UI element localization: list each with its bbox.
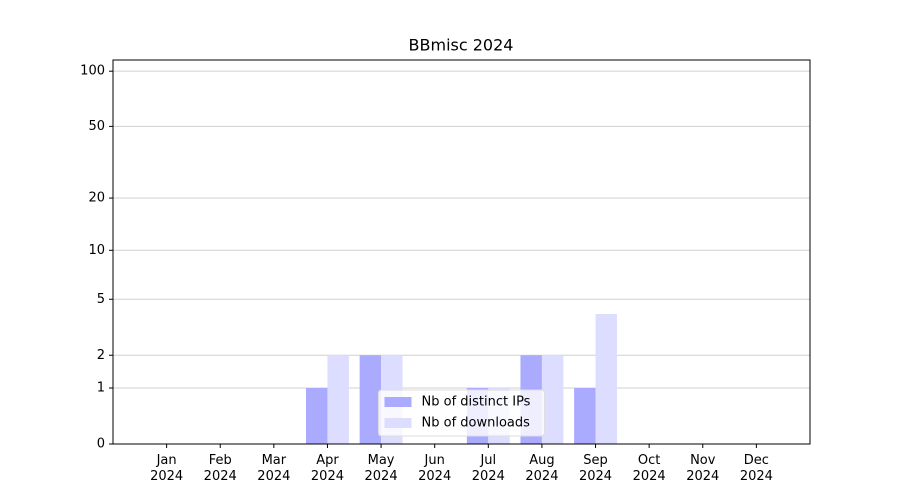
bar (327, 355, 349, 444)
x-tick-label: Jan 2024 (150, 453, 184, 484)
y-tick-label: 50 (88, 119, 105, 134)
x-tick-label: Aug 2024 (525, 453, 559, 484)
bar (359, 355, 382, 444)
y-tick-label: 2 (97, 348, 105, 363)
x-tick-label: May 2024 (364, 453, 398, 484)
x-tick-label: Jul 2024 (471, 453, 505, 484)
x-tick-label: Feb 2024 (203, 453, 237, 484)
legend-label: Nb of downloads (422, 416, 531, 431)
bar (306, 388, 328, 444)
bar (595, 313, 617, 444)
bar (574, 388, 596, 444)
x-tick-label: Sep 2024 (578, 453, 613, 484)
legend-label: Nb of distinct IPs (422, 395, 531, 410)
x-tick-label: Nov 2024 (686, 453, 720, 484)
legend-swatch (384, 397, 412, 407)
legend: Nb of distinct IPs Nb of downloads (378, 389, 545, 437)
legend-swatch (384, 418, 412, 428)
chart-title: BBmisc 2024 (409, 36, 514, 55)
y-tick-label: 10 (88, 243, 105, 258)
x-tick-label: Dec 2024 (739, 453, 773, 484)
y-tick-label: 0 (97, 437, 105, 452)
x-tick-label: Jun 2024 (418, 453, 452, 484)
x-tick-label: Oct 2024 (632, 453, 666, 484)
y-tick-label: 100 (80, 64, 105, 79)
y-tick-label: 20 (88, 191, 105, 206)
plot-frame (112, 59, 811, 445)
y-tick-label: 5 (97, 292, 105, 307)
legend-box (378, 389, 545, 437)
bar (541, 355, 564, 444)
x-tick-label: Mar 2024 (257, 453, 291, 484)
y-tick-label: 1 (97, 381, 105, 396)
x-tick-label: Apr 2024 (310, 453, 344, 484)
